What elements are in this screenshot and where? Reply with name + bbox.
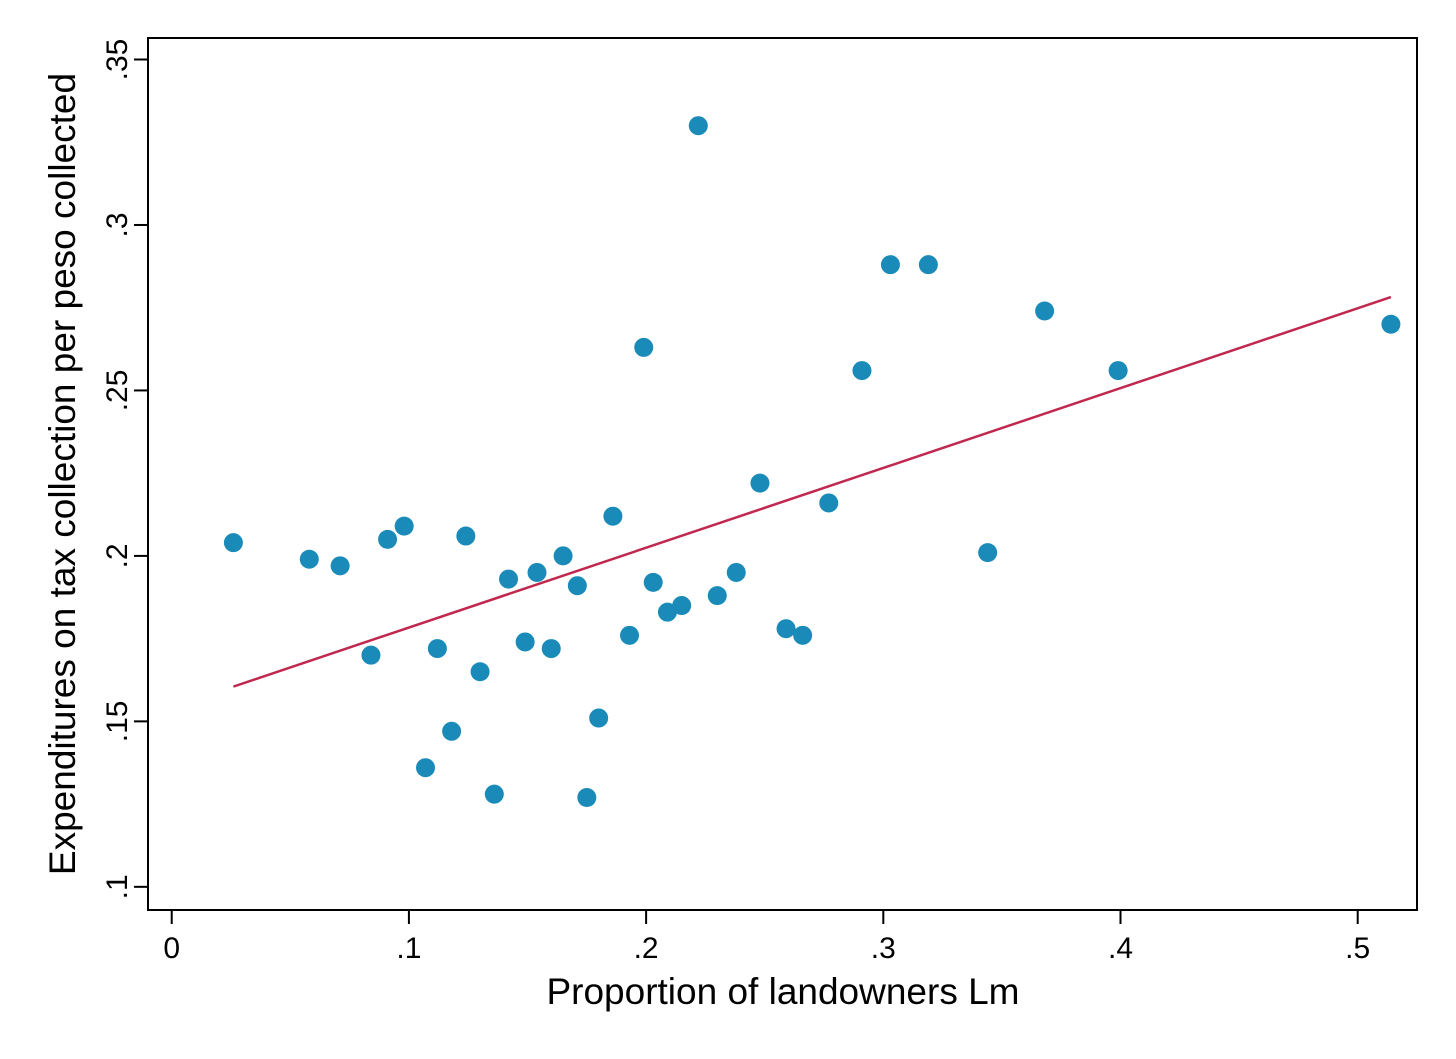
scatter-point xyxy=(620,625,640,645)
y-tick-label: .25 xyxy=(101,370,134,412)
scatter-point xyxy=(589,708,609,728)
y-tick-label: .35 xyxy=(101,39,134,81)
y-tick-label: .3 xyxy=(101,212,134,237)
scatter-point xyxy=(1381,314,1401,334)
x-tick-label: .4 xyxy=(1108,932,1133,965)
x-tick-label: .5 xyxy=(1345,932,1370,965)
scatter-point xyxy=(852,361,872,381)
y-axis-title: Expenditures on tax collection per peso … xyxy=(42,73,83,875)
scatter-point xyxy=(553,546,573,566)
scatter-point xyxy=(819,493,839,513)
scatter-point xyxy=(541,639,561,659)
scatter-point xyxy=(223,533,243,553)
scatter-point xyxy=(361,645,381,665)
scatter-point xyxy=(427,639,447,659)
scatter-point xyxy=(470,662,490,682)
x-tick-label: .3 xyxy=(871,932,896,965)
scatter-point xyxy=(643,572,663,592)
scatter-point xyxy=(378,529,398,549)
y-tick-label: .15 xyxy=(101,701,134,743)
scatter-point xyxy=(978,543,998,563)
scatter-point xyxy=(456,526,476,546)
scatter-point xyxy=(394,516,414,536)
scatter-point xyxy=(707,586,727,606)
plot-frame xyxy=(147,37,1418,911)
scatter-point xyxy=(442,721,462,741)
fit-line xyxy=(232,295,1392,688)
scatter-point xyxy=(688,116,708,136)
y-tick-label: .2 xyxy=(101,543,134,568)
scatter-point xyxy=(793,625,813,645)
scatter-point xyxy=(527,562,547,582)
chart-marks xyxy=(223,116,1401,807)
x-tick-label: .2 xyxy=(634,932,659,965)
scatter-point xyxy=(672,596,692,616)
x-axis-title: Proportion of landowners Lm xyxy=(546,971,1019,1012)
x-axis: 0 .1 .2 .3 .4 .5 xyxy=(163,910,1370,965)
x-tick-label: 0 xyxy=(163,932,180,965)
scatter-point xyxy=(657,602,677,622)
scatter-point xyxy=(726,562,746,582)
scatter-point xyxy=(880,255,900,275)
scatter-point xyxy=(634,337,654,357)
scatter-point xyxy=(484,784,504,804)
x-tick-label: .1 xyxy=(396,932,421,965)
y-tick-label: .1 xyxy=(101,874,134,899)
y-axis: .1 .15 .2 .25 .3 .35 xyxy=(101,39,148,899)
scatter-point xyxy=(299,549,319,569)
scatter-point xyxy=(1035,301,1055,321)
scatter-point xyxy=(515,632,535,652)
scatter-point xyxy=(1108,361,1128,381)
scatter-point xyxy=(776,619,796,639)
scatter-point xyxy=(416,758,436,778)
scatter-point xyxy=(750,473,770,493)
scatter-point xyxy=(567,576,587,596)
scatter-point xyxy=(499,569,519,589)
scatter-point xyxy=(330,556,350,576)
scatter-point xyxy=(603,506,623,526)
scatter-point xyxy=(918,255,938,275)
scatter-point xyxy=(577,787,597,807)
